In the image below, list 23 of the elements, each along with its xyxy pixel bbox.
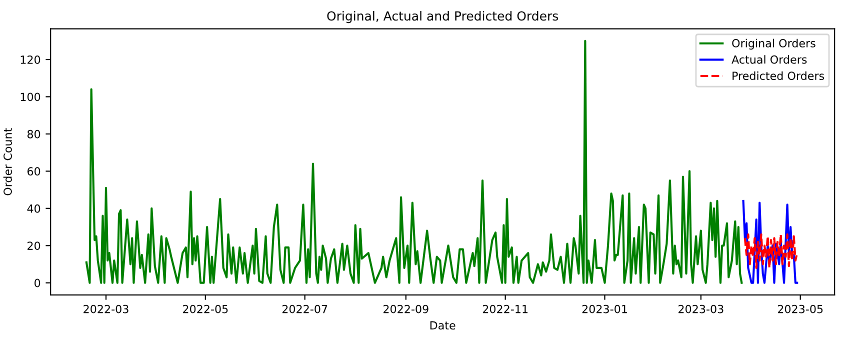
y-tick-label: 0 (34, 278, 40, 288)
x-tick-label: 2022-11 (482, 304, 528, 314)
x-tick-label: 2022-05 (183, 304, 228, 314)
y-tick-label: 120 (20, 55, 40, 64)
x-tick-label: 2023-01 (582, 304, 627, 314)
x-tick-label: 2022-07 (282, 304, 328, 314)
x-tick-label: 2023-05 (778, 304, 823, 314)
y-axis-title: Order Count (3, 128, 12, 196)
y-tick-label: 20 (28, 242, 40, 250)
legend-label: Original Orders (732, 38, 816, 50)
x-axis-title: Date (430, 321, 456, 330)
x-tick-label: 2022-09 (384, 304, 428, 314)
y-tick-label: 80 (27, 130, 40, 138)
y-tick-label: 100 (20, 92, 40, 102)
y-tick-label: 40 (27, 204, 40, 213)
chart-title: Original, Actual and Predicted Orders (327, 10, 558, 24)
legend-label: Actual Orders (732, 55, 807, 64)
x-tick-label: 2023-03 (678, 304, 724, 314)
x-tick-label: 2022-03 (84, 304, 128, 314)
y-tick-label: 60 (27, 167, 40, 176)
line-series (744, 233, 798, 269)
legend-label: Predicted Orders (732, 71, 824, 80)
line-series (742, 200, 798, 284)
